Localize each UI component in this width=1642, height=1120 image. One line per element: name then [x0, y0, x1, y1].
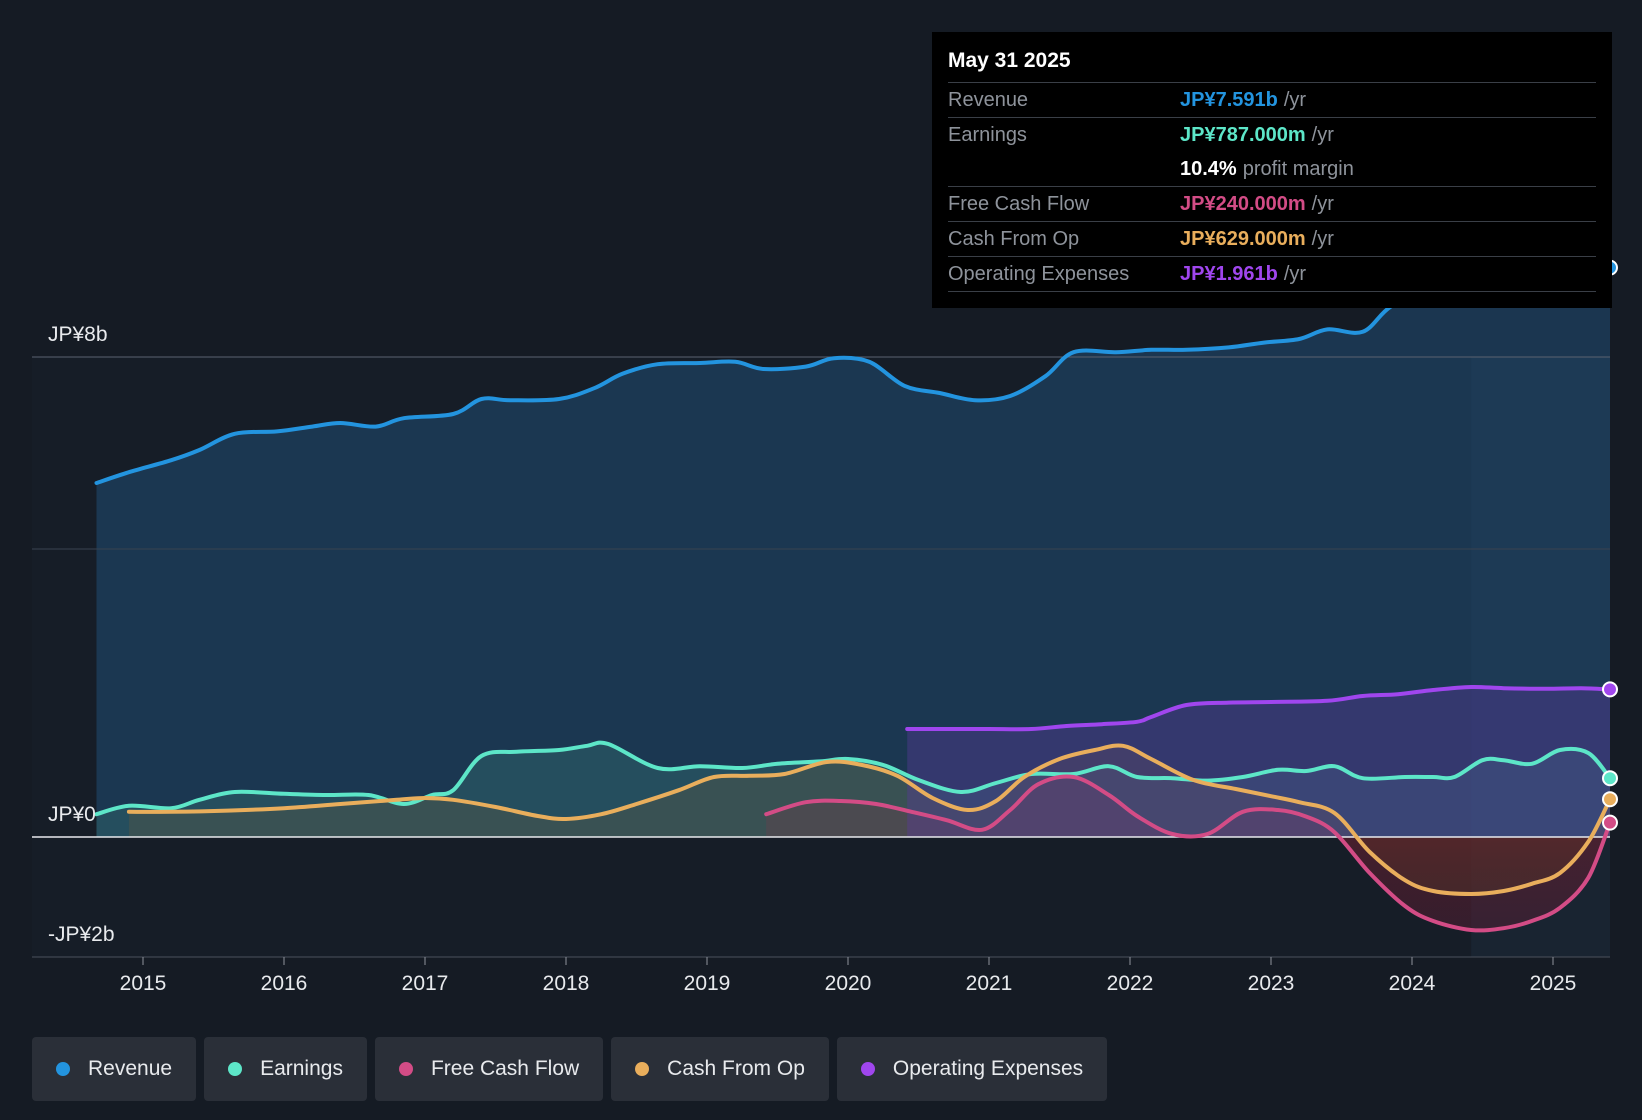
tooltip-label: Earnings — [948, 124, 1027, 146]
legend-dot-icon — [56, 1062, 70, 1076]
legend-dot-icon — [860, 1062, 875, 1076]
legend-label: Earnings — [260, 1057, 343, 1080]
legend: Revenue Earnings Free Cash Flow Cash Fro… — [32, 1037, 1108, 1101]
y-axis-label: JP¥0 — [48, 803, 96, 826]
x-tick-label: 2016 — [261, 972, 308, 995]
x-tick-label: 2015 — [120, 972, 167, 995]
tooltip-row-operating-expenses: Operating Expenses JP¥1.961b /yr — [948, 257, 1596, 292]
legend-item-operating-expenses[interactable]: Operating Expenses — [836, 1037, 1108, 1101]
legend-dot-icon — [398, 1062, 413, 1076]
tooltip-value: 10.4% — [1180, 158, 1237, 180]
earnings-area — [96, 742, 1610, 837]
legend-label: Revenue — [88, 1057, 173, 1080]
tooltip-unit: /yr — [1311, 228, 1334, 250]
legend-item-earnings[interactable]: Earnings — [204, 1037, 367, 1101]
tooltip-label — [948, 152, 1180, 186]
x-tick-label: 2018 — [543, 972, 590, 995]
legend-item-revenue[interactable]: Revenue — [32, 1037, 197, 1101]
tooltip-value: JP¥240.000m — [1180, 193, 1306, 215]
operating-expenses-area — [907, 686, 1610, 837]
cash-from-op-endpoint — [1602, 791, 1618, 808]
y-axis-label: JP¥8b — [48, 323, 108, 346]
tooltip-value: JP¥1.961b — [1180, 263, 1278, 285]
tooltip-value: JP¥787.000m — [1180, 124, 1306, 146]
tooltip-unit: /yr — [1283, 263, 1307, 285]
x-tick-label: 2021 — [966, 972, 1013, 995]
legend-dot-icon — [228, 1062, 243, 1076]
legend-dot-icon — [635, 1062, 650, 1076]
y-axis-label: -JP¥2b — [48, 923, 115, 946]
series-lines — [94, 251, 1612, 933]
free-cash-flow-line — [764, 774, 1612, 933]
tooltip-unit: /yr — [1311, 193, 1334, 215]
tooltip-label: Free Cash Flow — [948, 193, 1090, 215]
cash-from-op-area — [128, 745, 1610, 894]
legend-item-cash-from-op[interactable]: Cash From Op — [611, 1037, 829, 1101]
operating-expenses-endpoint — [1602, 681, 1618, 698]
x-axis-ticks: 2015 2016 2017 2018 2019 2020 2021 2022 2023 2024… — [120, 957, 1577, 995]
cash-from-op-negative-area — [128, 837, 1610, 894]
tooltip-label: Operating Expenses — [948, 263, 1130, 285]
tooltip-value: JP¥7.591b — [1180, 89, 1278, 111]
tooltip-unit: profit margin — [1242, 158, 1354, 180]
tooltip: May 31 2025 Revenue JP¥7.591b /yr Earnin… — [932, 32, 1612, 308]
x-tick-label: 2020 — [825, 972, 872, 995]
x-tick-label: 2022 — [1107, 972, 1154, 995]
tooltip-row-cash-from-op: Cash From Op JP¥629.000m /yr — [948, 222, 1596, 257]
tooltip-unit: /yr — [1283, 89, 1307, 111]
tooltip-label: Cash From Op — [948, 228, 1080, 250]
revenue-line — [94, 251, 1612, 485]
tooltip-value: JP¥629.000m — [1180, 228, 1306, 250]
x-tick-label: 2019 — [684, 972, 731, 995]
tooltip-row-profit-margin: 10.4% profit margin — [948, 152, 1596, 187]
legend-item-free-cash-flow[interactable]: Free Cash Flow — [374, 1037, 604, 1101]
tooltip-date: May 31 2025 — [948, 46, 1596, 83]
tooltip-row-revenue: Revenue JP¥7.591b /yr — [948, 83, 1596, 118]
x-tick-label: 2025 — [1530, 972, 1577, 995]
x-tick-label: 2023 — [1248, 972, 1295, 995]
legend-label: Free Cash Flow — [430, 1057, 580, 1080]
gridlines — [32, 356, 1610, 958]
revenue-area — [96, 253, 1610, 838]
series-areas — [96, 253, 1610, 931]
legend-label: Cash From Op — [667, 1057, 805, 1080]
tooltip-row-earnings: Earnings JP¥787.000m /yr — [948, 118, 1596, 152]
tooltip-label: Revenue — [948, 89, 1029, 111]
operating-expenses-line — [905, 684, 1612, 732]
tooltip-row-free-cash-flow: Free Cash Flow JP¥240.000m /yr — [948, 187, 1596, 222]
earnings-endpoint — [1602, 770, 1618, 787]
legend-label: Operating Expenses — [892, 1057, 1084, 1080]
tooltip-unit: /yr — [1311, 124, 1334, 146]
y-axis-labels: JP¥8b JP¥0 -JP¥2b — [48, 323, 115, 946]
x-tick-label: 2017 — [402, 972, 449, 995]
free-cash-flow-endpoint — [1602, 814, 1618, 831]
cash-from-op-line — [126, 743, 1612, 896]
x-tick-label: 2024 — [1389, 972, 1436, 995]
